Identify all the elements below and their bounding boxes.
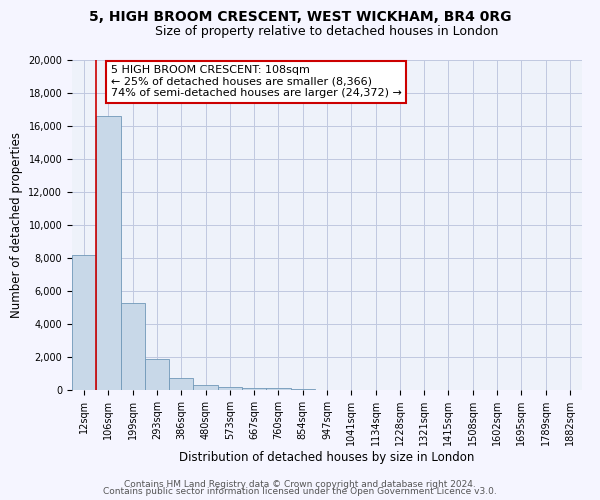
Bar bbox=[266, 388, 290, 390]
Text: 5, HIGH BROOM CRESCENT, WEST WICKHAM, BR4 0RG: 5, HIGH BROOM CRESCENT, WEST WICKHAM, BR… bbox=[89, 10, 511, 24]
Bar bbox=[242, 388, 266, 390]
Text: 5 HIGH BROOM CRESCENT: 108sqm
← 25% of detached houses are smaller (8,366)
74% o: 5 HIGH BROOM CRESCENT: 108sqm ← 25% of d… bbox=[111, 65, 402, 98]
Bar bbox=[193, 385, 218, 390]
Title: Size of property relative to detached houses in London: Size of property relative to detached ho… bbox=[155, 25, 499, 38]
Y-axis label: Number of detached properties: Number of detached properties bbox=[10, 132, 23, 318]
X-axis label: Distribution of detached houses by size in London: Distribution of detached houses by size … bbox=[179, 451, 475, 464]
Text: Contains HM Land Registry data © Crown copyright and database right 2024.: Contains HM Land Registry data © Crown c… bbox=[124, 480, 476, 489]
Bar bbox=[96, 116, 121, 390]
Text: Contains public sector information licensed under the Open Government Licence v3: Contains public sector information licen… bbox=[103, 487, 497, 496]
Bar bbox=[218, 386, 242, 390]
Bar bbox=[72, 254, 96, 390]
Bar bbox=[290, 388, 315, 390]
Bar bbox=[121, 302, 145, 390]
Bar bbox=[169, 378, 193, 390]
Bar bbox=[145, 360, 169, 390]
